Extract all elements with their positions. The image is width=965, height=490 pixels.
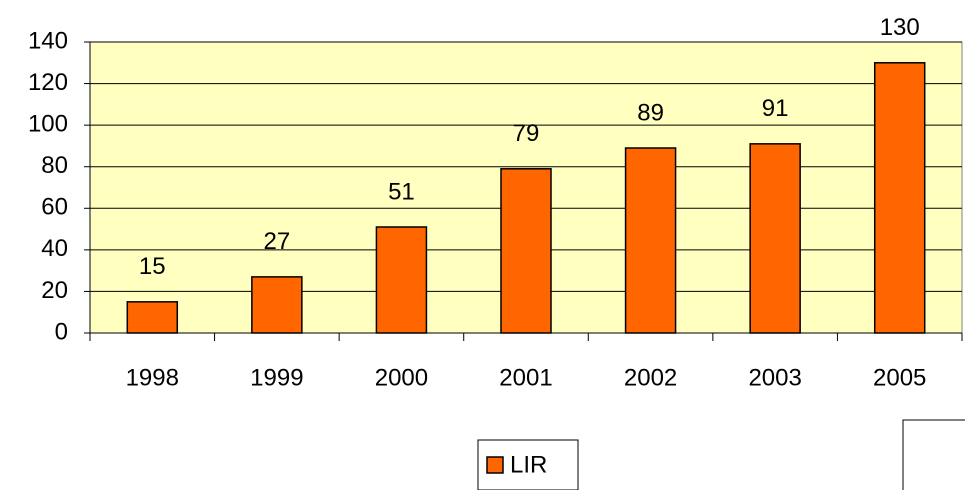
x-tick-label: 2005 xyxy=(873,364,926,391)
y-tick-label: 40 xyxy=(41,235,68,262)
x-tick-label: 2002 xyxy=(624,364,677,391)
bar xyxy=(873,62,926,334)
data-label: 51 xyxy=(388,178,415,205)
data-label: 27 xyxy=(264,228,291,255)
y-tick-label: 120 xyxy=(28,69,68,96)
data-label: 15 xyxy=(139,253,166,280)
data-label: 91 xyxy=(762,95,789,122)
y-tick-label: 0 xyxy=(55,318,68,345)
frame xyxy=(902,419,965,490)
x-tick-label: 2000 xyxy=(375,364,428,391)
y-tick-label: 100 xyxy=(28,110,68,137)
x-tick-label: 2003 xyxy=(748,364,801,391)
y-tick-label: 140 xyxy=(28,27,68,54)
bar xyxy=(500,168,552,334)
y-tick-label: 60 xyxy=(41,194,68,221)
x-tick-label: 1999 xyxy=(250,364,303,391)
bar xyxy=(375,226,428,334)
data-label: 89 xyxy=(637,99,664,126)
legend-label: LIR xyxy=(510,451,547,478)
data-label: 130 xyxy=(880,14,920,41)
bar xyxy=(251,276,303,334)
y-tick-label: 20 xyxy=(41,277,68,304)
legend-marker xyxy=(486,456,504,474)
bar xyxy=(126,301,179,334)
data-label: 79 xyxy=(513,120,540,147)
bar xyxy=(624,147,677,334)
x-tick-label: 2001 xyxy=(499,364,552,391)
x-tick-label: 1998 xyxy=(126,364,179,391)
y-tick-label: 80 xyxy=(41,152,68,179)
bar xyxy=(749,143,801,334)
